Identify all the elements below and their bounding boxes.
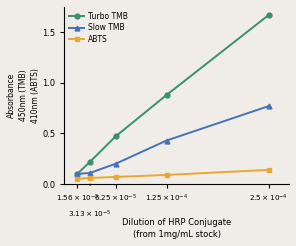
- Turbo TMB: [165, 93, 168, 96]
- Line: ABTS: ABTS: [75, 168, 271, 181]
- Slow TMB: [114, 162, 117, 165]
- ABTS: [114, 175, 117, 178]
- ABTS: [75, 178, 79, 181]
- Turbo TMB: [267, 14, 271, 16]
- X-axis label: Dilution of HRP Conjugate
(from 1mg/mL stock): Dilution of HRP Conjugate (from 1mg/mL s…: [122, 218, 231, 239]
- Slow TMB: [165, 139, 168, 142]
- Turbo TMB: [88, 160, 92, 163]
- Y-axis label: Absorbance
450nm (TMB)
410nm (ABTS): Absorbance 450nm (TMB) 410nm (ABTS): [7, 68, 40, 123]
- Slow TMB: [88, 171, 92, 174]
- Turbo TMB: [114, 135, 117, 138]
- Slow TMB: [75, 172, 79, 175]
- ABTS: [88, 176, 92, 179]
- Text: $3.13 \times 10^{-5}$: $3.13 \times 10^{-5}$: [68, 209, 112, 220]
- Slow TMB: [267, 105, 271, 108]
- Line: Turbo TMB: Turbo TMB: [75, 13, 271, 176]
- Turbo TMB: [75, 172, 79, 175]
- Line: Slow TMB: Slow TMB: [75, 104, 271, 176]
- ABTS: [267, 169, 271, 171]
- Legend: Turbo TMB, Slow TMB, ABTS: Turbo TMB, Slow TMB, ABTS: [67, 9, 130, 46]
- ABTS: [165, 173, 168, 176]
